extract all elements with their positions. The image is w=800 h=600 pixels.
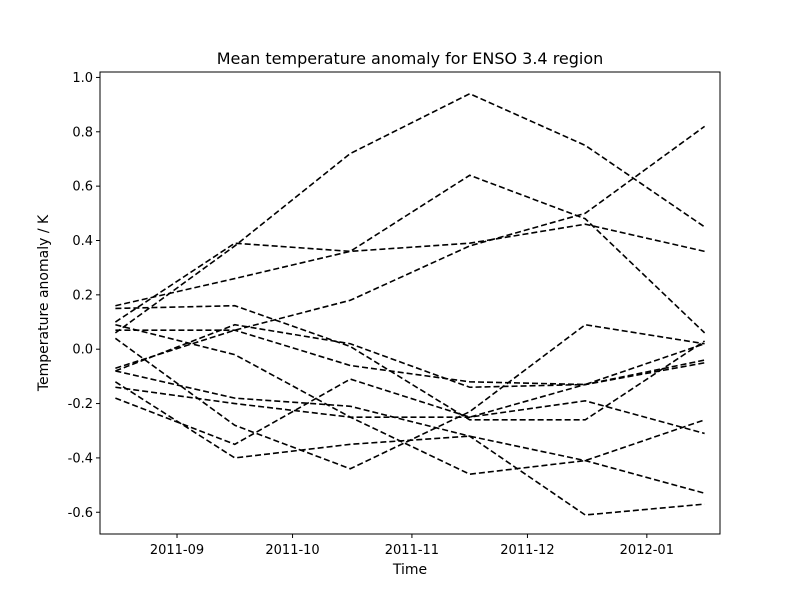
x-tick-label: 2011-10 [265, 543, 319, 558]
y-tick-label: -0.2 [68, 397, 93, 412]
plot-area-frame [99, 71, 721, 535]
series-layer [114, 92, 706, 516]
series-line-11 [115, 386, 705, 435]
series-line-9 [115, 323, 705, 476]
y-axis-label: Temperature anomaly / K [36, 214, 52, 392]
y-tick-label: 0.0 [72, 343, 93, 358]
y-tick-label: 0.6 [72, 180, 93, 195]
series-line-6 [115, 329, 705, 386]
y-tick-label: 0.2 [72, 288, 93, 303]
y-axis: -0.6 -0.4 -0.2 0.0 0.2 0.4 0.6 0.8 1.0 [68, 71, 100, 521]
series-line-5 [115, 304, 706, 421]
y-tick-label: -0.4 [68, 451, 93, 466]
series-line-4 [115, 125, 706, 369]
x-tick-label: 2012-01 [620, 543, 674, 558]
x-tick-label: 2011-11 [385, 543, 439, 558]
series-line-12 [114, 381, 705, 495]
chart-title: Mean temperature anomaly for ENSO 3.4 re… [217, 49, 604, 68]
y-tick-label: 0.8 [72, 125, 93, 140]
y-tick-label: 1.0 [72, 71, 93, 86]
y-tick-label: 0.4 [72, 234, 93, 249]
series-line-1 [114, 223, 705, 323]
x-axis-label: Time [392, 562, 427, 578]
x-tick-label: 2011-12 [500, 543, 554, 558]
series-line-13 [115, 362, 705, 446]
series-line-2 [114, 92, 706, 334]
series-line-3 [115, 174, 706, 334]
series-line-10 [115, 370, 705, 516]
x-tick-label: 2011-09 [150, 543, 204, 558]
y-tick-label: -0.6 [68, 506, 93, 521]
x-axis: 2011-09 2011-10 2011-11 2011-12 2012-01 [150, 534, 674, 558]
